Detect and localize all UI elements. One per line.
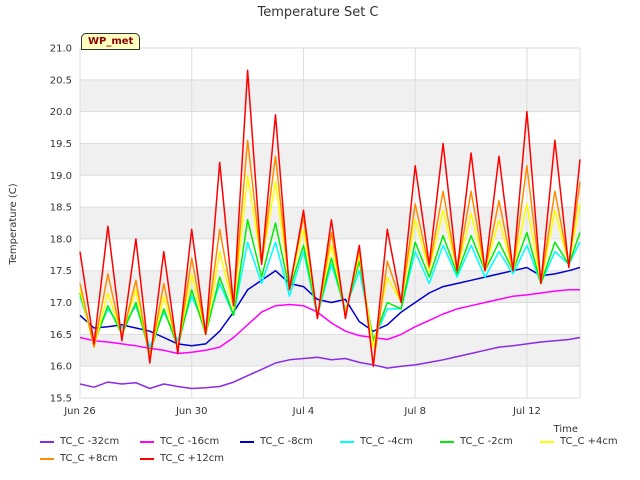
series-line-0 (79, 336, 581, 390)
wp-met-badge: WP_met (81, 33, 141, 50)
series-line-4 (79, 219, 581, 355)
y-tick-label: 18.0 (50, 234, 72, 245)
legend-label: TC_C -4cm (360, 436, 413, 447)
y-tick-label: 16.5 (50, 330, 72, 341)
y-axis-title: Temperature (C) (8, 183, 19, 265)
series-line-7 (79, 69, 581, 367)
chart-title: Temperature Set C (256, 5, 378, 20)
legend-item: TC_C +4cm (540, 436, 618, 447)
y-tick-label: 15.5 (50, 394, 72, 405)
x-axis-ticks: Jun 26 Jun 30 Jul 4 Jul 8 Jul 12 (63, 406, 541, 417)
legend-swatch (140, 440, 154, 443)
y-tick-label: 16.0 (50, 362, 72, 373)
grid-band (80, 143, 580, 176)
y-tick-label: 19.0 (50, 171, 72, 182)
legend-item: TC_C -16cm (140, 436, 219, 447)
alternating-bands (80, 79, 580, 367)
legend-label: TC_C -16cm (160, 436, 220, 447)
series-line-1 (79, 289, 580, 355)
x-tick-label: Jun 30 (175, 406, 208, 417)
legend-label: TC_C +4cm (560, 436, 618, 447)
x-tick-label: Jul 12 (512, 406, 541, 417)
legend-label: TC_C +12cm (160, 453, 225, 464)
legend-item: TC_C -2cm (440, 436, 513, 447)
legend-swatch (40, 457, 54, 460)
legend-label: TC_C -32cm (60, 436, 120, 447)
series-line-6 (79, 139, 581, 367)
legend-swatch (440, 440, 454, 443)
legend-item: TC_C -4cm (340, 436, 413, 447)
legend-item: TC_C -32cm (40, 436, 119, 447)
legend-label: TC_C -2cm (460, 436, 513, 447)
plot-area-border (79, 47, 581, 399)
y-tick-label: 17.0 (50, 298, 72, 309)
y-tick-label: 20.0 (50, 107, 72, 118)
series-line-5 (79, 174, 581, 358)
legend-label: TC_C +8cm (60, 453, 118, 464)
legend-swatch (140, 457, 154, 460)
legend-item: TC_C -8cm (240, 436, 313, 447)
legend-swatch (240, 440, 254, 443)
x-tick-label: Jul 8 (403, 406, 426, 417)
legend-item: TC_C +8cm (40, 453, 118, 464)
legend-label: TC_C -8cm (260, 436, 313, 447)
x-tick-label: Jun 26 (63, 406, 96, 417)
y-axis-ticks: 15.5 16.0 16.5 17.0 17.5 18.0 18.5 19.0 19.5 20.0… (50, 44, 72, 405)
y-tick-label: 18.5 (50, 203, 72, 214)
series-line-2 (79, 266, 581, 347)
y-tick-label: 19.5 (50, 139, 72, 150)
y-tick-label: 17.5 (50, 266, 72, 277)
legend-swatch (340, 440, 354, 443)
y-tick-label: 20.5 (50, 75, 72, 86)
series-lines (79, 69, 581, 390)
grid-band (80, 79, 580, 112)
y-tick-label: 21.0 (50, 44, 72, 55)
series-line-3 (79, 241, 581, 348)
legend-item: TC_C +12cm (140, 453, 224, 464)
legend-swatch (540, 440, 554, 443)
legend-swatch (40, 440, 54, 443)
x-axis-title: Time (553, 424, 578, 435)
x-tick-label: Jul 4 (292, 406, 315, 417)
